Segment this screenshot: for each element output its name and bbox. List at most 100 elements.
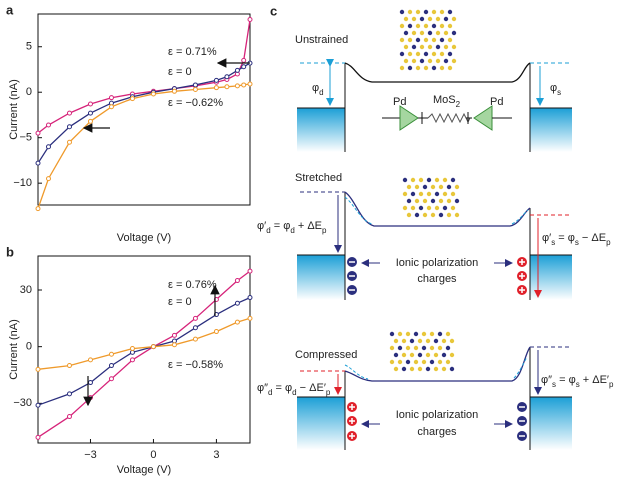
chart-arrows xyxy=(82,58,250,407)
atom xyxy=(442,205,448,211)
atom xyxy=(411,16,417,22)
point xyxy=(171,88,177,94)
point xyxy=(35,366,41,372)
metal-left xyxy=(297,108,345,152)
atom xyxy=(429,359,435,365)
atom xyxy=(406,198,412,204)
atom xyxy=(422,212,428,218)
atom xyxy=(429,345,435,351)
atom xyxy=(441,338,447,344)
atom xyxy=(397,345,403,351)
atom xyxy=(417,366,423,372)
point xyxy=(35,130,41,136)
atom xyxy=(402,191,408,197)
atom xyxy=(450,191,456,197)
label-part: φ″ xyxy=(257,382,268,394)
mos2-spring xyxy=(427,112,471,124)
atom xyxy=(402,205,408,211)
atom xyxy=(422,198,428,204)
atom xyxy=(425,366,431,372)
y-tick-label: 0 xyxy=(26,86,32,98)
label-part: φ xyxy=(312,82,319,94)
point xyxy=(66,391,72,397)
atom xyxy=(406,184,412,190)
label-part: φ xyxy=(550,82,557,94)
atom xyxy=(423,23,429,29)
atom xyxy=(451,58,457,64)
label-part: p xyxy=(322,226,327,235)
atom xyxy=(407,65,413,71)
point xyxy=(192,315,198,321)
point xyxy=(241,82,247,88)
atom xyxy=(401,366,407,372)
atom xyxy=(417,352,423,358)
panel-label: c xyxy=(270,3,277,18)
legend-entry: ε = 0.71% xyxy=(168,46,217,58)
x-tick-label: 0 xyxy=(150,449,156,461)
atom xyxy=(415,51,421,57)
x-tick-label: 3 xyxy=(213,449,219,461)
contact: Pd xyxy=(490,96,503,108)
label-part: p xyxy=(606,238,611,247)
decorations xyxy=(346,9,528,442)
atom xyxy=(407,51,413,57)
atom xyxy=(430,198,436,204)
atom xyxy=(397,359,403,365)
atom xyxy=(435,16,441,22)
y-tick-label: 30 xyxy=(20,284,32,296)
point xyxy=(108,351,114,357)
atom xyxy=(397,331,403,337)
atom xyxy=(451,44,457,50)
point xyxy=(66,363,72,369)
charts: a 5 0 −5 −10 Voltage (V) Current (nA) ε = 0.71%… xyxy=(6,2,253,476)
label-part: d xyxy=(319,88,323,97)
charges-label: charges xyxy=(417,273,457,285)
row-title: Stretched xyxy=(295,172,342,184)
band xyxy=(344,62,531,83)
atom xyxy=(407,9,413,15)
atom xyxy=(437,359,443,365)
atom xyxy=(441,352,447,358)
y-axis-label: Current (nA) xyxy=(8,319,20,380)
atom xyxy=(389,359,395,365)
atom xyxy=(439,23,445,29)
point xyxy=(108,363,114,369)
point xyxy=(108,104,114,110)
atom xyxy=(434,177,440,183)
atom xyxy=(435,30,441,36)
atom xyxy=(451,30,457,36)
atom xyxy=(443,30,449,36)
atom xyxy=(421,345,427,351)
point xyxy=(241,57,247,63)
point xyxy=(192,82,198,88)
diagram: c Unstrained φd φs Pd MoS2 Pd Stretched … xyxy=(257,3,614,450)
atom xyxy=(430,184,436,190)
point xyxy=(192,336,198,342)
legend-entry: ε = −0.58% xyxy=(168,359,223,371)
atom xyxy=(445,331,451,337)
atom xyxy=(421,359,427,365)
label-part: d xyxy=(292,388,296,397)
metal-right xyxy=(530,108,572,152)
label-part: φ′ xyxy=(542,232,551,244)
atom xyxy=(431,9,437,15)
charges-label: Ionic polarization xyxy=(396,409,479,421)
atom xyxy=(446,198,452,204)
metal-left xyxy=(297,397,345,450)
atom xyxy=(406,212,412,218)
point xyxy=(35,160,41,166)
atom xyxy=(438,184,444,190)
atom xyxy=(407,37,413,43)
point xyxy=(66,414,72,420)
atom xyxy=(450,205,456,211)
point xyxy=(224,84,230,90)
atom xyxy=(438,212,444,218)
label-part: MoS xyxy=(433,94,456,106)
label-part: p xyxy=(326,388,331,397)
atom xyxy=(441,366,447,372)
wire xyxy=(466,112,472,124)
point xyxy=(234,67,240,73)
point xyxy=(66,110,72,116)
point xyxy=(87,357,93,363)
atom xyxy=(421,331,427,337)
